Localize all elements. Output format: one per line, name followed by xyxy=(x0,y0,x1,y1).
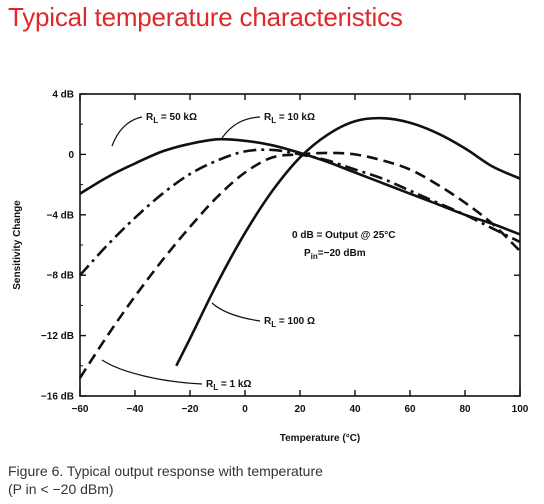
x-tick-label: 20 xyxy=(294,404,306,415)
series-label-rl-50k-leader xyxy=(111,116,143,147)
series-label-rl-100-leader xyxy=(211,302,261,322)
x-tick-label: 80 xyxy=(459,404,471,415)
y-axis-title: Sensitivity Change xyxy=(12,200,23,290)
reference-note-line-2: Pin=−20 dBm xyxy=(304,248,366,261)
x-tick-label: 0 xyxy=(242,404,248,415)
y-tick-label: −4 dB xyxy=(46,210,74,221)
y-tick-label: −16 dB xyxy=(41,392,74,403)
x-tick-label: −20 xyxy=(182,404,199,415)
y-tick-label: −8 dB xyxy=(46,271,74,282)
series-rl-1k-curve xyxy=(78,151,521,379)
figure-caption-line-2: (P in < −20 dBm) xyxy=(8,481,114,497)
figure-caption-line-1: Figure 6. Typical output response with t… xyxy=(8,463,323,479)
series-label-rl-1k-leader xyxy=(101,359,203,385)
series-label-rl-100: RL = 100 Ω xyxy=(264,316,315,329)
x-tick-label: 40 xyxy=(349,404,361,415)
figure-caption: Figure 6. Typical output response with t… xyxy=(8,462,323,498)
page-heading: Typical temperature characteristics xyxy=(8,2,403,32)
reference-note-line-1: 0 dB = Output @ 25°C xyxy=(292,230,395,241)
x-tick-label: 60 xyxy=(404,404,416,415)
y-tick-label: −12 dB xyxy=(41,331,74,342)
sensitivity-vs-temperature-chart: 4 dB 0 −4 dB −8 dB −12 dB −16 dB−60 −40 −20 0 20 4… xyxy=(12,90,529,445)
x-tick-label: 100 xyxy=(512,404,529,415)
series-rl-100-curve xyxy=(175,116,521,367)
x-tick-label: −40 xyxy=(127,404,144,415)
x-axis-title: Temperature (°C) xyxy=(280,433,361,444)
series-label-rl-50k: RL = 50 kΩ xyxy=(146,112,197,125)
series-rl-10k-curve xyxy=(79,148,521,277)
series-label-rl-10k: RL = 10 kΩ xyxy=(264,112,315,125)
x-tick-label: −60 xyxy=(72,404,89,415)
y-tick-label: 0 xyxy=(68,150,74,161)
plot-frame xyxy=(79,93,521,397)
series-label-rl-1k: RL = 1 kΩ xyxy=(206,379,251,392)
series-label-rl-10k-leader xyxy=(221,116,261,139)
y-tick-label: 4 dB xyxy=(52,90,74,101)
